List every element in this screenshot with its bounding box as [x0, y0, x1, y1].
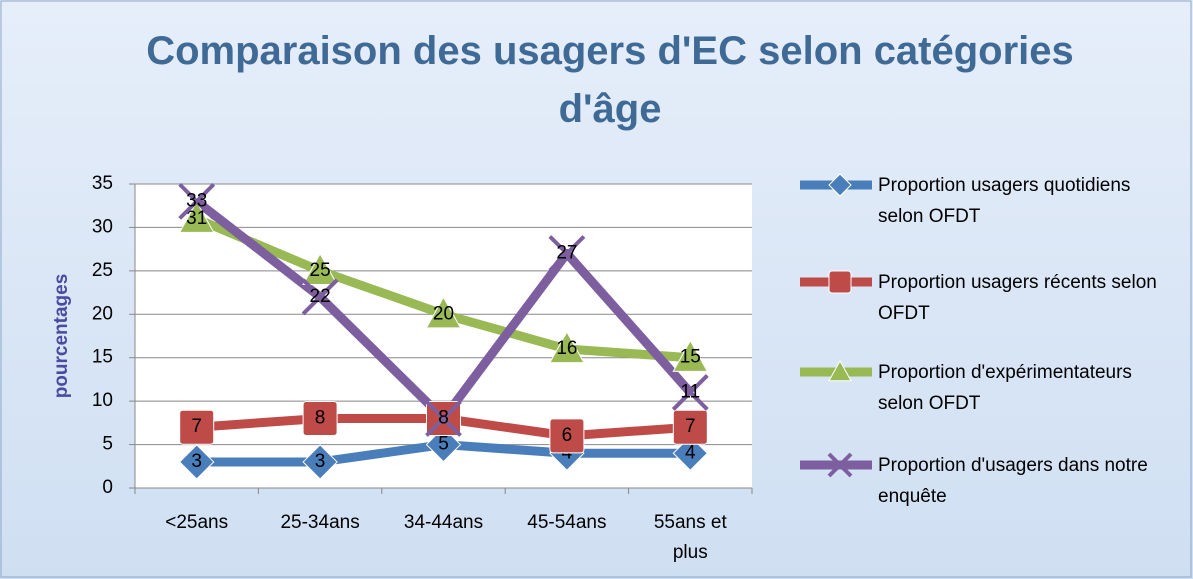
data-label: 3 [191, 451, 202, 472]
data-label: 8 [438, 408, 449, 429]
marker [178, 182, 216, 220]
x-tick-label: 55ans et plus [653, 512, 727, 563]
marker [302, 444, 338, 480]
x-tick-label: 25-34ans [280, 512, 360, 533]
marker [179, 409, 215, 445]
legend-label: Proportion d'expérimentateurs selon OFDT [878, 362, 1132, 414]
marker [672, 435, 709, 471]
data-label: 20 [433, 303, 454, 324]
x-tick-label: 45-54ans [527, 512, 607, 533]
marker [425, 426, 462, 463]
y-tick-label: 15 [92, 347, 113, 368]
marker [672, 339, 709, 372]
marker [672, 409, 708, 445]
data-label: 7 [685, 416, 696, 437]
data-label: 4 [685, 442, 696, 463]
legend-label: Proportion d'usagers dans notre enquête [878, 455, 1148, 507]
marker [828, 270, 852, 294]
y-axis-label: pourcentages [51, 274, 72, 399]
data-label: 22 [310, 286, 331, 307]
y-tick-label: 5 [102, 434, 113, 455]
data-label: 6 [562, 425, 573, 446]
y-tick-label: 10 [92, 390, 113, 411]
marker [425, 400, 462, 437]
data-label: 15 [680, 347, 701, 368]
x-tick-label: <25ans [165, 512, 229, 533]
y-tick-label: 20 [92, 303, 113, 324]
legend-label: Proportion usagers récents selon OFDT [878, 272, 1157, 324]
y-tick-label: 35 [92, 173, 113, 194]
marker [828, 359, 852, 382]
marker [827, 452, 853, 478]
marker [178, 200, 215, 233]
data-label: 8 [315, 408, 326, 429]
y-tick-label: 30 [92, 216, 113, 237]
data-label: 16 [556, 338, 577, 359]
marker [302, 252, 338, 285]
chart-title: Comparaison des usagers d'EC selon catég… [146, 29, 1074, 131]
marker [425, 296, 462, 329]
marker [549, 418, 585, 454]
data-label: 27 [556, 243, 577, 264]
marker [548, 235, 586, 272]
legend-label: Proportion usagers quotidiens selon OFDT [878, 175, 1131, 227]
marker [301, 278, 339, 316]
y-tick-label: 0 [102, 477, 113, 498]
data-label: 33 [186, 190, 207, 211]
marker [302, 401, 338, 437]
data-label: 31 [186, 208, 207, 229]
data-label: 11 [680, 381, 700, 402]
x-tick-label: 34-44ans [403, 512, 484, 533]
data-label: 25 [310, 260, 331, 281]
marker [671, 374, 709, 411]
y-tick-label: 25 [92, 260, 113, 281]
marker [828, 173, 852, 197]
data-label: 3 [315, 451, 326, 472]
marker [178, 444, 215, 480]
data-label: 7 [191, 416, 202, 437]
marker [549, 330, 585, 364]
data-label: 5 [438, 434, 449, 455]
